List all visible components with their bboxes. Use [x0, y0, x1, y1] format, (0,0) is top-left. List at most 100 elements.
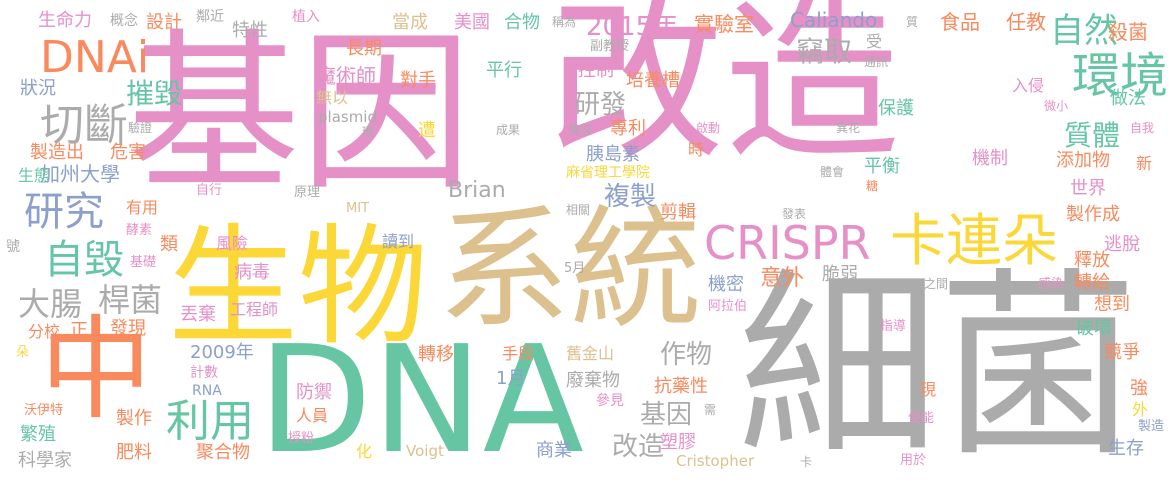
word-xu: 需: [704, 403, 717, 417]
word-duishou: 對手: [400, 70, 436, 91]
word-yuanli: 原理: [294, 185, 321, 200]
word-gainian: 概念: [110, 13, 138, 29]
word-meiguo: 美國: [454, 12, 490, 33]
word-dangcheng: 當成: [392, 12, 428, 33]
word-shengcun: 生存: [1108, 438, 1144, 459]
word-shou: 受: [866, 32, 883, 51]
word-qieduan: 切斷: [40, 100, 128, 151]
word-suojiao: 塑膠: [660, 432, 696, 453]
word-kexuejia: 科學家: [18, 450, 72, 471]
word-weihai: 危害: [110, 142, 146, 163]
word-zhuanyi: 轉移: [418, 344, 454, 365]
word-gongchengshi: 工程師: [230, 300, 279, 319]
word-dachang: 大腸: [18, 285, 83, 323]
word-2009: 2009年: [190, 342, 254, 363]
word-tongxun: 通訊: [864, 55, 889, 69]
word-zuowu: 作物: [660, 340, 713, 370]
word-yanjiu: 研究: [24, 189, 104, 235]
word-may: 5月: [564, 261, 586, 276]
word-xitong: 系統: [438, 193, 702, 347]
word-zhijian: 之間: [924, 277, 949, 291]
word-zhidao: 指導: [880, 319, 907, 334]
word-zhiru: 植入: [292, 9, 320, 25]
word-qiequ: 竊取: [796, 35, 853, 68]
word-yanzheng: 驗證: [128, 121, 153, 135]
word-diuqi: 丟棄: [180, 304, 216, 325]
word-zhuangei: 轉給: [1074, 272, 1110, 293]
word-hao: 號: [6, 239, 20, 255]
word-zuofa: 做法: [1110, 88, 1146, 109]
word-zheng: 正: [70, 320, 88, 341]
word-jianji: 剪輯: [660, 202, 696, 223]
word-dnai: DNAi: [40, 32, 150, 83]
word-changqi: 長期: [346, 38, 382, 59]
word-pingheng: 平衡: [864, 156, 900, 177]
word-ganran: 感染: [1038, 277, 1065, 292]
word-ka: 卡: [800, 455, 813, 469]
word-shoufen: 授粉: [288, 431, 315, 446]
word-yihua: 異花: [836, 121, 861, 135]
word-jiujinshan: 舊金山: [566, 344, 615, 363]
word-tihui: 體會: [820, 165, 845, 179]
word-woyite: 沃伊特: [24, 403, 64, 418]
word-zao: 遭: [418, 120, 436, 141]
word-qidong: 啟動: [696, 121, 721, 135]
word-faxian: 發現: [110, 318, 146, 339]
word-zhong: 中: [40, 305, 152, 435]
word-fuzhi: 複製: [604, 182, 657, 212]
word-ziran: 自然: [1050, 11, 1118, 51]
word-hewu: 合物: [504, 12, 540, 33]
word-yiwai: 意外: [760, 266, 805, 291]
word-jishu: 計數: [190, 365, 218, 381]
word-gaizao: 改造: [548, 0, 901, 184]
word-fanzhi: 繁殖: [20, 424, 56, 445]
word-fangyu: 防禦: [296, 382, 332, 403]
word-kaliando-cn: 卡連朵: [890, 209, 1058, 274]
word-jiaosu: 酵素: [126, 223, 153, 238]
word-dudao: 讀到: [382, 232, 415, 251]
word-peiyangcao: 培養槽: [626, 70, 680, 91]
word-huan: 環: [362, 125, 375, 139]
word-pingxing: 平行: [486, 60, 522, 81]
word-feiliao: 肥料: [116, 442, 152, 463]
word-qiang: 強: [1130, 378, 1148, 399]
word-weixiao: 微小: [1044, 99, 1069, 113]
word-crispr: CRISPR: [704, 216, 871, 270]
word-zhizaochu: 製造出: [30, 142, 84, 163]
word-zixing: 自行: [196, 183, 223, 198]
word-jizhi: 機制: [972, 148, 1008, 169]
word-shengmingli: 生命力: [38, 10, 92, 31]
word-chengwei: 稱為: [552, 15, 577, 29]
word-liyong: 利用: [166, 396, 254, 447]
word-youyong: 有用: [126, 198, 159, 217]
word-feiqiwu: 廢棄物: [566, 370, 620, 391]
word-xian: 現: [920, 380, 937, 399]
word-shangye: 商業: [536, 440, 572, 461]
word-shengtai: 生態: [18, 166, 51, 185]
word-jichu: 基礎: [130, 255, 157, 270]
word-renyuan: 人員: [296, 406, 329, 425]
word-jiyin: 基因: [128, 13, 472, 214]
word-duo: 朵: [16, 345, 30, 360]
word-voigt: Voigt: [406, 442, 444, 460]
word-texing: 特性: [232, 20, 268, 41]
word-ganjun: 桿菌: [98, 281, 163, 319]
word-xin: 新: [1136, 154, 1153, 173]
word-huanjing: 環境: [1072, 48, 1169, 104]
word-alabo: 阿拉伯: [708, 299, 748, 314]
word-taotuo: 逃脫: [1104, 234, 1140, 255]
word-yidaosu: 胰島素: [586, 144, 640, 165]
word-zhizuocheng: 製作成: [1066, 204, 1120, 225]
word-zhizuo: 製作: [116, 408, 152, 429]
word-jiazhou: 加州大學: [40, 162, 120, 186]
word-ruqin: 入侵: [1012, 76, 1045, 95]
word-juhewu: 聚合物: [196, 442, 250, 463]
word-2015: 2015年: [586, 12, 679, 42]
word-baohu: 保護: [878, 98, 914, 119]
word-mit-cn: 麻省理工學院: [566, 165, 650, 181]
word-fenxiao: 分校: [28, 322, 61, 341]
word-shi: 時: [688, 140, 705, 159]
word-kangyaoxing: 抗藥性: [654, 376, 708, 397]
word-yongyu: 用於: [900, 453, 927, 468]
word-qingkuang: 情況: [568, 123, 593, 137]
